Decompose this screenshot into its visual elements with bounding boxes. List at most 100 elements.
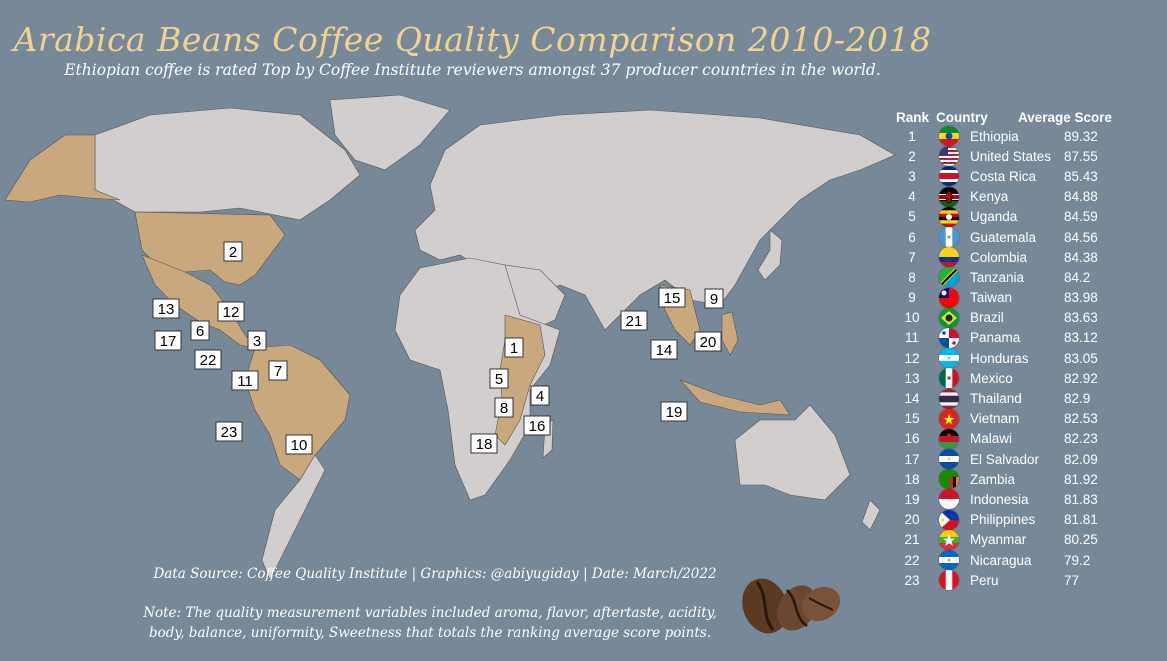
- rank-cell: 5: [908, 209, 916, 225]
- score-cell: 77: [1064, 572, 1080, 588]
- country-cell: Zambia: [970, 471, 1016, 487]
- map-rank-label-text: 13: [158, 301, 175, 318]
- score-cell: 83.98: [1064, 290, 1098, 306]
- table-row: 9 Taiwan 83.98: [896, 287, 1146, 308]
- country-cell: Philippines: [970, 512, 1036, 528]
- country-cell: Tanzania: [970, 269, 1025, 285]
- rank-cell: 2: [908, 148, 916, 164]
- country-cell: Peru: [970, 572, 999, 588]
- map-rank-label: 16: [523, 415, 551, 436]
- map-rank-label: 18: [470, 433, 498, 454]
- country-cell: Nicaragua: [970, 552, 1032, 568]
- rank-cell: 10: [904, 310, 920, 326]
- map-rank-label-text: 19: [666, 404, 683, 421]
- vietnam-flag-icon: [939, 408, 959, 429]
- country-cell: Mexico: [970, 370, 1013, 386]
- data-source: Data Source: Coffee Quality Institute | …: [153, 566, 717, 582]
- rank-cell: 22: [904, 552, 920, 568]
- philippines-shape: [721, 311, 739, 356]
- el-salvador-flag-icon: [939, 449, 959, 470]
- map-rank-label: 23: [215, 421, 243, 442]
- map-rank-label: 21: [620, 310, 648, 331]
- rank-cell: 21: [904, 532, 920, 548]
- map-rank-label-text: 16: [529, 418, 546, 435]
- map-rank-label-box: [231, 370, 259, 391]
- score-cell: 84.59: [1064, 209, 1098, 225]
- map-rank-label: 20: [694, 331, 722, 352]
- table-row: 4 Kenya 84.88: [896, 186, 1146, 207]
- rank-cell: 1: [908, 128, 916, 144]
- country-cell: Taiwan: [970, 290, 1013, 306]
- country-cell: Brazil: [970, 310, 1004, 326]
- score-cell: 83.12: [1064, 330, 1098, 346]
- map-rank-label: 10: [285, 434, 313, 455]
- score-cell: 82.9: [1064, 391, 1091, 407]
- map-rank-label: 3: [247, 330, 267, 351]
- country-cell: Honduras: [970, 350, 1029, 366]
- map-rank-label: 11: [231, 370, 259, 391]
- country-cell: Guatemala: [970, 229, 1037, 245]
- country-cell: Vietnam: [970, 411, 1020, 427]
- table-row: 13 Mexico 82.92: [896, 368, 1146, 389]
- map-rank-label-box: [285, 434, 313, 455]
- map-rank-label-box: [620, 310, 648, 331]
- note-line-1: Note: The quality measurement variables …: [143, 605, 717, 621]
- malawi-flag-icon: [939, 428, 959, 449]
- myanmar-flag-icon: [939, 529, 959, 550]
- note: Note: The quality measurement variables …: [120, 603, 740, 643]
- ranking-table: Rank Country Average Score 1 Ethiopia 89.3…: [896, 110, 1146, 591]
- map-rank-label-text: 17: [160, 333, 177, 350]
- score-cell: 81.92: [1064, 471, 1098, 487]
- map-rank-label-text: 2: [229, 244, 237, 261]
- country-cell: Indonesia: [970, 491, 1029, 507]
- map-rank-label-text: 1: [510, 340, 518, 357]
- kenya-flag-icon: [939, 186, 959, 207]
- map-rank-label: 8: [494, 397, 514, 418]
- map-rank-label-box: [268, 360, 288, 381]
- philippines-flag-icon: [939, 509, 959, 530]
- map-rank-label-box: [704, 288, 724, 309]
- indonesia-shape: [679, 379, 791, 416]
- map-rank-label-box: [247, 330, 267, 351]
- map-rank-label: 12: [217, 301, 245, 322]
- country-cell: Colombia: [970, 249, 1028, 265]
- map-rank-label-text: 11: [237, 373, 253, 390]
- rank-cell: 13: [904, 370, 920, 386]
- mexico-flag-icon: [939, 368, 959, 389]
- map-rank-label: 19: [660, 401, 688, 422]
- map-rank-label-box: [530, 385, 550, 406]
- table-row: 23 Peru 77: [896, 570, 1146, 591]
- table-header: Rank Country Average Score: [896, 110, 1146, 126]
- note-line-2: body, balance, uniformity, Sweetness tha…: [148, 625, 712, 641]
- map-rank-label-box: [694, 331, 722, 352]
- map-rank-label-text: 6: [196, 323, 204, 340]
- map-rank-label-box: [215, 421, 243, 442]
- map-rank-label-text: 5: [495, 371, 503, 388]
- table-row: 18 Zambia 81.92: [896, 469, 1146, 490]
- map-rank-label-box: [660, 401, 688, 422]
- map-rank-label: 1: [504, 337, 524, 358]
- header-rank: Rank: [896, 110, 930, 125]
- score-cell: 82.53: [1064, 411, 1098, 427]
- tanzania-flag-icon: [939, 267, 959, 288]
- map-rank-label-box: [190, 320, 210, 341]
- rank-cell: 4: [908, 189, 916, 205]
- map-rank-label-box: [194, 349, 222, 370]
- map-rank-label: 17: [154, 330, 182, 351]
- map-title: Arabica Beans Coffee Quality Comparison …: [13, 20, 932, 59]
- coffee-beans-image: [742, 578, 840, 634]
- score-cell: 84.2: [1064, 269, 1091, 285]
- map-rank-label-text: 23: [221, 424, 238, 441]
- table-row: 22 Nicaragua 79.2: [896, 550, 1146, 571]
- header-score: Average Score: [1018, 110, 1113, 125]
- score-cell: 85.43: [1064, 168, 1098, 184]
- canada-shape: [94, 107, 361, 221]
- rank-cell: 9: [908, 290, 916, 306]
- map-rank-label-text: 22: [200, 352, 217, 369]
- rank-cell: 16: [904, 431, 920, 447]
- map-rank-label: 7: [268, 360, 288, 381]
- rank-cell: 12: [904, 350, 920, 366]
- map-subtitle: Ethiopian coffee is rated Top by Coffee …: [64, 61, 881, 79]
- score-cell: 83.05: [1064, 350, 1098, 366]
- map-rank-label: 15: [658, 287, 686, 308]
